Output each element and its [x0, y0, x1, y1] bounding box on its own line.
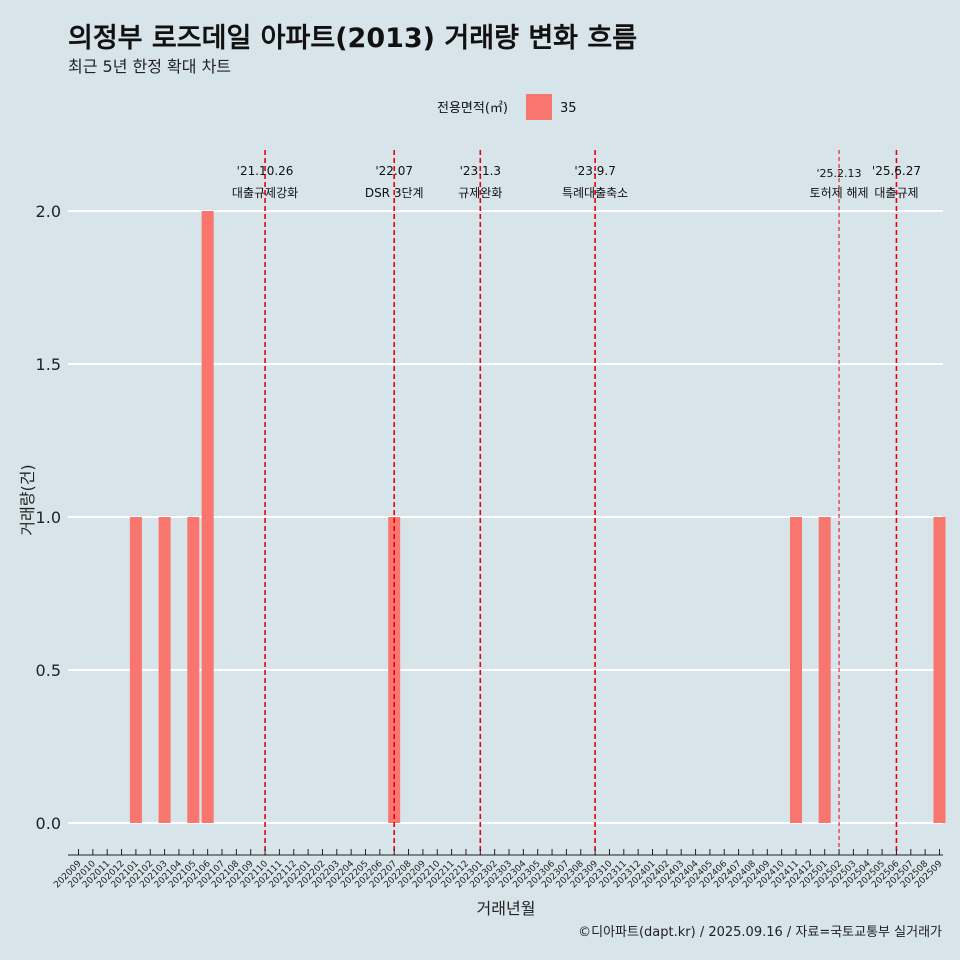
event-name-label: 토허제 해제: [810, 186, 869, 200]
y-tick-label: 1.5: [36, 355, 61, 374]
y-axis-title: 거래량(건): [18, 464, 37, 535]
event-name-label: 특례대출축소: [562, 186, 628, 200]
legend-label: 35: [560, 101, 577, 116]
bar-202105: [187, 517, 200, 823]
event-date-label: '25.6.27: [872, 164, 921, 178]
x-axis-title: 거래년월: [477, 899, 536, 918]
bar-202509: [933, 517, 946, 823]
event-date-label: '21.10.26: [237, 164, 294, 178]
y-tick-label: 0.5: [36, 661, 61, 680]
event-date-label: '23.9.7: [574, 164, 615, 178]
event-date-label: '22.07: [375, 164, 413, 178]
event-name-label: DSR 3단계: [365, 186, 424, 200]
bar-202106: [201, 211, 214, 823]
legend-title: 전용면적(㎡): [437, 101, 508, 116]
event-name-label: 대출규제강화: [232, 186, 298, 200]
event-name-label: 규제완화: [458, 186, 502, 200]
chart-subtitle: 최근 5년 한정 확대 차트: [68, 57, 232, 76]
legend-swatch: [526, 94, 552, 120]
bar-202411: [790, 517, 802, 823]
event-date-label: '25.2.13: [817, 167, 862, 180]
y-tick-label: 0.0: [36, 814, 61, 833]
event-date-label: '23.1.3: [460, 164, 501, 178]
bar-202501: [818, 517, 831, 823]
chart-caption: ©디아파트(dapt.kr) / 2025.09.16 / 자료=국토교통부 실…: [578, 925, 942, 940]
chart-title: 의정부 로즈데일 아파트(2013) 거래량 변화 흐름: [68, 23, 638, 54]
bar-202101: [129, 517, 142, 823]
bar-202103: [158, 517, 171, 823]
y-tick-label: 1.0: [36, 508, 61, 527]
y-tick-label: 2.0: [36, 202, 61, 221]
event-name-label: 대출규제: [874, 186, 918, 200]
